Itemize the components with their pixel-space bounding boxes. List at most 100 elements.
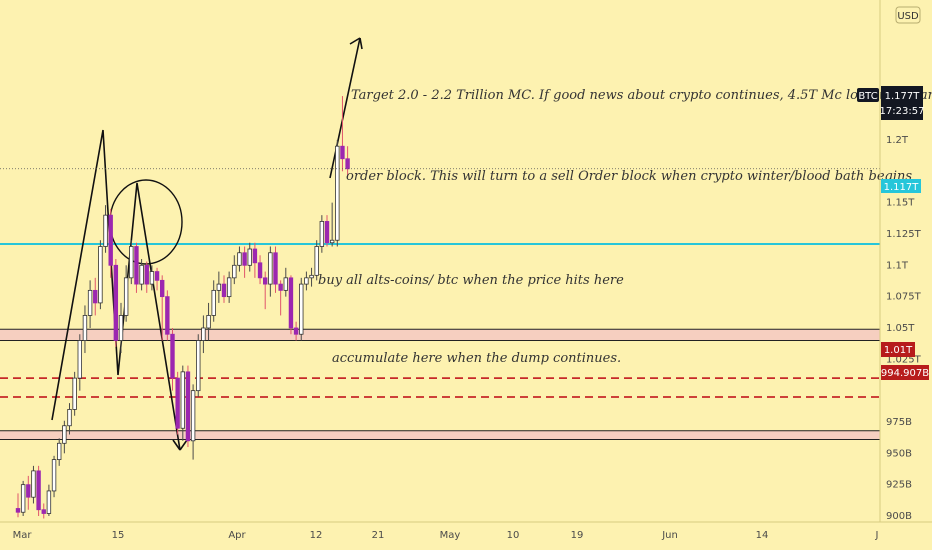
candle-body [278,283,283,291]
up-arrow-head-1 [349,37,361,45]
candle [185,365,191,448]
candle [98,240,103,310]
candle-body [129,246,134,279]
candle [26,475,31,510]
candle-body [170,333,175,379]
candle-body [252,248,258,264]
candle [175,371,180,435]
y-tick: 1.05T [886,323,915,334]
candle [242,246,247,278]
candle-body [144,264,149,285]
x-tick: J [875,530,879,541]
candle [206,302,211,341]
x-tick: 15 [112,530,125,541]
annotation-buy-zone: buy all alts-coins/ btc when the price h… [318,273,624,288]
x-tick: 21 [372,530,385,541]
candle [180,365,185,441]
candle [134,242,139,293]
candle-body [103,214,108,247]
candle [118,302,124,354]
x-tick: May [440,530,461,541]
y-tick: 1.15T [886,198,915,209]
candle-body [216,283,222,291]
candle-body [20,484,26,513]
candle [211,280,216,322]
candle [72,371,77,416]
candle-body [293,327,299,335]
candle [335,139,340,247]
candle-body [319,221,325,247]
candle-body [72,377,77,410]
candle [113,259,119,347]
candle-body [324,221,330,244]
candle-body [51,459,57,492]
candle [62,420,67,454]
candle [139,259,144,291]
candle [329,202,335,247]
candle [304,271,309,291]
candle [262,271,268,310]
candle [340,96,345,172]
up-arrow-line [329,37,361,179]
candle [190,384,196,460]
level2-price-tag: 994.907B [881,365,929,380]
candle [154,267,160,291]
annotation-order-block: order block. This will turn to a sell Or… [346,169,912,184]
candle-body [268,252,273,285]
candle [319,215,325,253]
candle-body [345,158,350,170]
candle-body [113,264,119,341]
candle-body [139,264,144,285]
candle [226,271,232,303]
candle [87,280,93,328]
candle-body [340,145,345,160]
x-tick: 10 [507,530,520,541]
candle [129,240,134,285]
candle-body [309,274,314,279]
candle [268,246,273,297]
candle-body [329,239,335,244]
candle-body [82,315,88,341]
candle [196,334,201,397]
y-tick: 1.1T [886,260,909,271]
order-block-price-tag: 1.117T [881,179,921,193]
candle [31,465,36,504]
candle-body [26,484,31,498]
down-arrow-head-1 [172,439,181,451]
last-price-tag: 1.177T 17:23:57 [880,86,925,120]
candle [221,275,227,303]
candle [273,246,278,293]
annotation-target: Target 2.0 - 2.2 Trillion MC. If good ne… [351,88,932,103]
candle-body [196,340,201,392]
candle [288,275,294,335]
time-axis[interactable]: Mar 15 Apr 12 21 May 10 19 Jun 14 J [0,521,932,541]
y-tick: 900B [886,511,912,522]
candle-body [87,289,93,316]
candle [170,327,175,391]
candle-body [165,296,170,335]
candle-body [98,246,103,304]
candle [293,321,299,341]
candle [252,242,258,278]
candle [237,246,242,272]
candle-body [159,279,165,298]
level1-price-tag: 1.01T [881,342,915,357]
candle-body [108,214,113,266]
candle-body [36,470,41,511]
candle-body [190,390,196,442]
candle [93,277,98,316]
candle [77,334,82,391]
candle [309,267,314,287]
candle-body [257,262,263,279]
candle [165,290,170,341]
svg-text:1.117T: 1.117T [884,182,920,193]
candle-body [237,252,242,266]
candle-body [247,248,252,266]
candle [345,146,350,178]
usd-currency-button[interactable]: USD [895,6,921,24]
countdown-timer: 17:23:57 [880,106,925,117]
support-zone-1 [0,329,880,341]
candle-body [232,264,237,279]
candle-body [206,315,211,329]
x-tick: 19 [571,530,584,541]
